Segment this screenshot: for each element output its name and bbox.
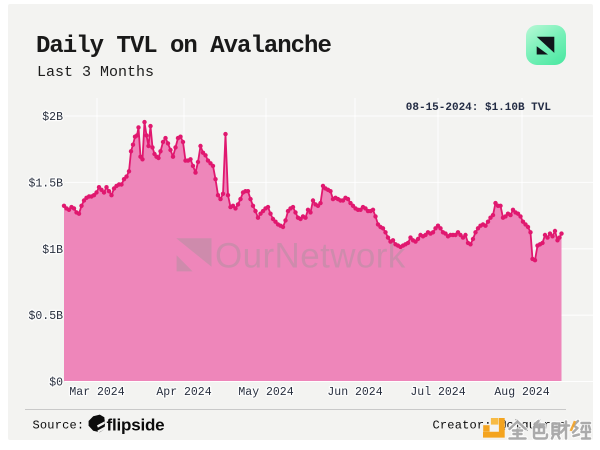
svg-text:Mar 2024: Mar 2024 (69, 386, 124, 399)
svg-text:OurNetwork: OurNetwork (215, 237, 406, 276)
svg-text:Aug 2024: Aug 2024 (494, 386, 549, 399)
svg-text:$0.5B: $0.5B (28, 310, 63, 323)
svg-text:flipside: flipside (107, 415, 165, 434)
svg-text:$1.5B: $1.5B (28, 177, 63, 190)
svg-text:08-15-2024: $1.10B TVL: 08-15-2024: $1.10B TVL (406, 102, 552, 114)
svg-text:Source:: Source: (33, 418, 85, 432)
svg-text:Jun 2024: Jun 2024 (327, 386, 382, 399)
svg-text:Apr 2024: Apr 2024 (156, 386, 211, 399)
svg-text:$0: $0 (49, 377, 63, 390)
svg-text:$1B: $1B (42, 244, 63, 257)
svg-text:Jul 2024: Jul 2024 (410, 386, 465, 399)
svg-text:$2B: $2B (42, 111, 63, 124)
svg-text:May 2024: May 2024 (238, 386, 293, 399)
